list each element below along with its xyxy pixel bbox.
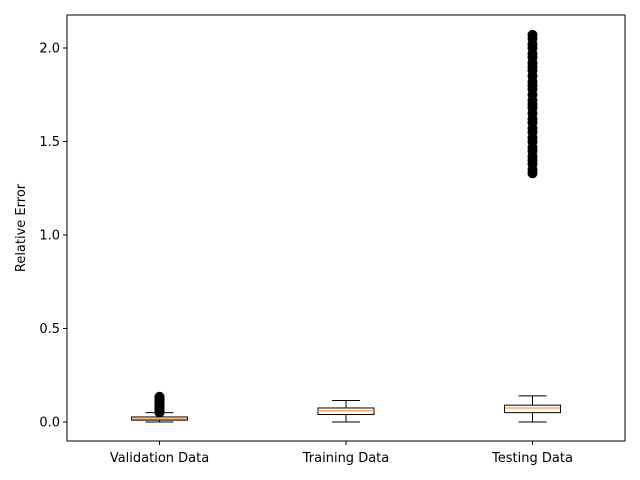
x-tick-label: Training Data bbox=[302, 451, 389, 466]
y-tick-label: 1.0 bbox=[39, 229, 60, 244]
x-tick-label: Validation Data bbox=[110, 451, 209, 466]
y-tick-label: 0.5 bbox=[39, 322, 60, 337]
box-training-data bbox=[317, 399, 375, 423]
x-axis-ticks: Validation Data Training Data Testing Data bbox=[110, 441, 573, 466]
y-tick-label: 2.0 bbox=[39, 42, 60, 57]
y-axis-ticks: 0.0 0.5 1.0 1.5 2.0 bbox=[39, 42, 67, 431]
box-body bbox=[504, 404, 561, 414]
plot-area bbox=[66, 14, 626, 442]
box-group bbox=[131, 29, 561, 423]
y-tick-label: 1.5 bbox=[39, 135, 60, 150]
y-tick-label: 0.0 bbox=[39, 416, 60, 431]
box-testing-data bbox=[504, 29, 561, 423]
flier-point bbox=[527, 29, 538, 40]
y-axis-label: Relative Error bbox=[14, 183, 29, 272]
box-validation-data bbox=[131, 391, 188, 423]
x-tick-label: Testing Data bbox=[491, 451, 573, 466]
flier-point bbox=[154, 391, 165, 402]
